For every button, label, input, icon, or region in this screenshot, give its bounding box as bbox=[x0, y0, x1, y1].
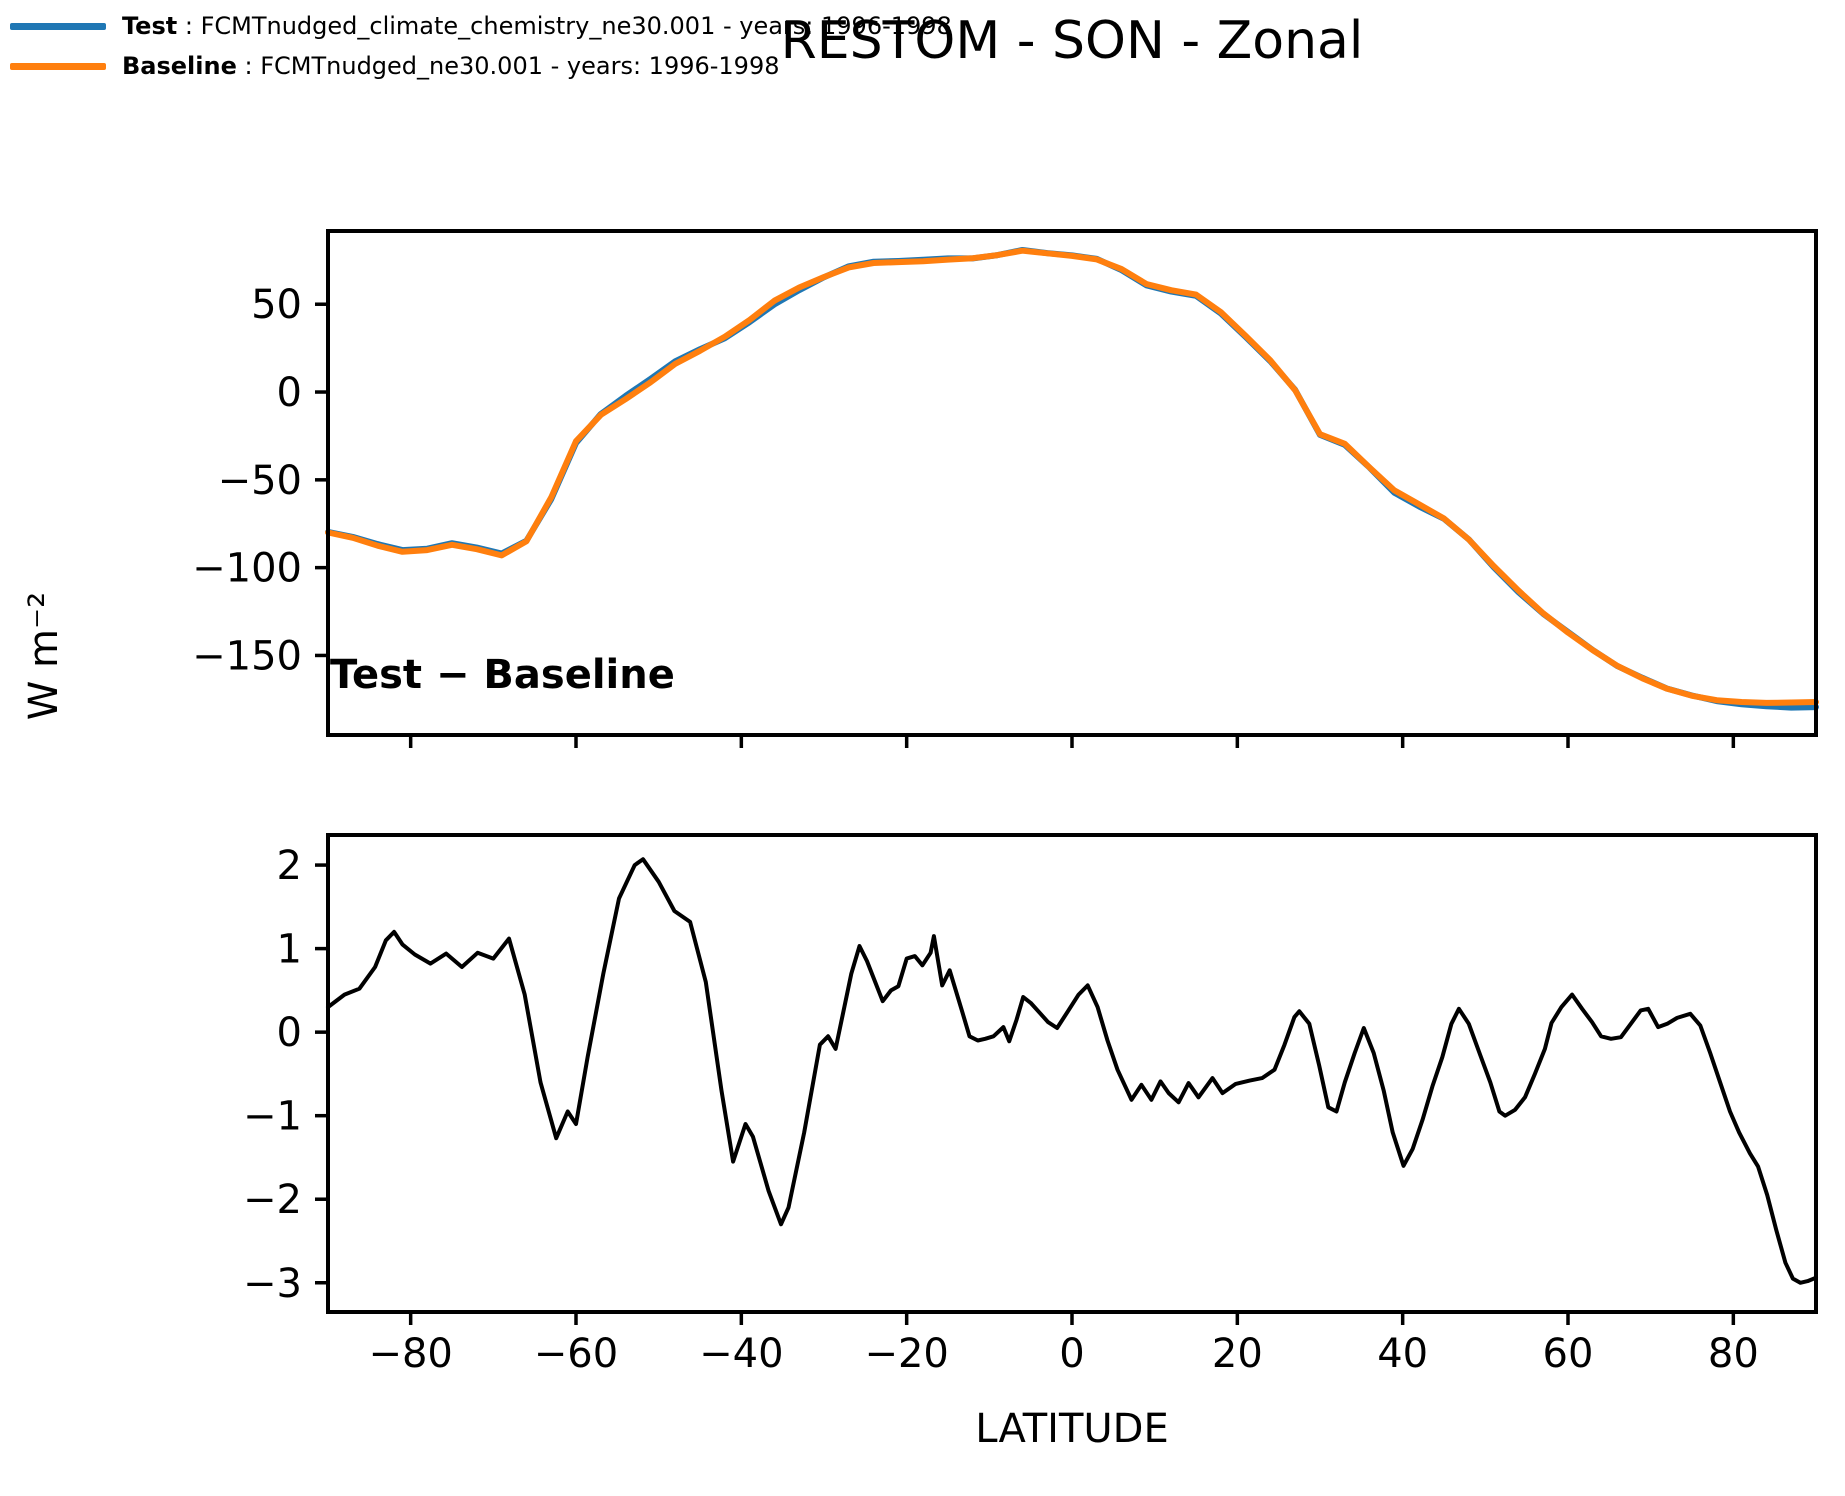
y-tick-label: 50 bbox=[251, 282, 302, 328]
axes-box bbox=[326, 833, 1818, 1314]
y-tick-label: 0 bbox=[277, 370, 302, 416]
y-tick-label: −3 bbox=[243, 1261, 302, 1307]
x-tick-label: 0 bbox=[1059, 1331, 1084, 1377]
x-tick-label: 60 bbox=[1543, 1331, 1594, 1377]
x-axis-label: LATITUDE bbox=[975, 1406, 1169, 1452]
x-tick-label: 80 bbox=[1708, 1331, 1759, 1377]
y-tick-label: −150 bbox=[192, 633, 302, 679]
legend-separator: : bbox=[236, 52, 261, 80]
y-tick-label: 0 bbox=[277, 1010, 302, 1056]
y-tick-label: −1 bbox=[243, 1094, 302, 1140]
legend-baseline-name: Baseline bbox=[122, 52, 237, 80]
legend: Test : FCMTnudged_climate_chemistry_ne30… bbox=[10, 6, 952, 86]
y-tick-label: −100 bbox=[192, 546, 302, 592]
legend-item-baseline-label: Baseline : FCMTnudged_ne30.001 - years: … bbox=[122, 52, 780, 80]
baseline-line-swatch bbox=[10, 62, 106, 70]
y-tick-label: 1 bbox=[277, 927, 302, 973]
diff-panel: −80 −60 −40 −20 0 20 40 60 80 2 1 0 −1 −2 −3 bbox=[243, 833, 1818, 1377]
y-tick-label: 2 bbox=[277, 843, 302, 889]
legend-separator: : bbox=[177, 12, 201, 40]
diff-panel-title: Test − Baseline bbox=[330, 652, 675, 698]
top-panel: 50 0 −50 −100 −150 bbox=[192, 229, 1819, 748]
x-tick-label: 20 bbox=[1212, 1331, 1263, 1377]
legend-item-test: Test : FCMTnudged_climate_chemistry_ne30… bbox=[10, 6, 952, 46]
page-title: RESTOM - SON - Zonal bbox=[780, 11, 1364, 71]
x-tick-label: −80 bbox=[368, 1331, 452, 1377]
y-tick-label: −50 bbox=[218, 458, 302, 504]
diff-line bbox=[326, 857, 1818, 1285]
y-tick-label: −2 bbox=[243, 1177, 302, 1223]
x-tick-label: −60 bbox=[534, 1331, 618, 1377]
baseline-line bbox=[325, 247, 1819, 706]
x-tick-label: 40 bbox=[1377, 1331, 1428, 1377]
legend-item-test-label: Test : FCMTnudged_climate_chemistry_ne30… bbox=[122, 12, 952, 40]
legend-item-baseline: Baseline : FCMTnudged_ne30.001 - years: … bbox=[10, 46, 952, 86]
legend-test-desc: FCMTnudged_climate_chemistry_ne30.001 - … bbox=[200, 12, 952, 40]
legend-baseline-desc: FCMTnudged_ne30.001 - years: 1996-1998 bbox=[260, 52, 780, 80]
x-tick-label: −20 bbox=[864, 1331, 948, 1377]
test-line-swatch bbox=[10, 22, 106, 30]
x-tick-label: −40 bbox=[699, 1331, 783, 1377]
test-line bbox=[325, 247, 1819, 711]
y-axis-label: W m⁻² bbox=[21, 591, 67, 721]
legend-test-name: Test bbox=[122, 12, 178, 40]
